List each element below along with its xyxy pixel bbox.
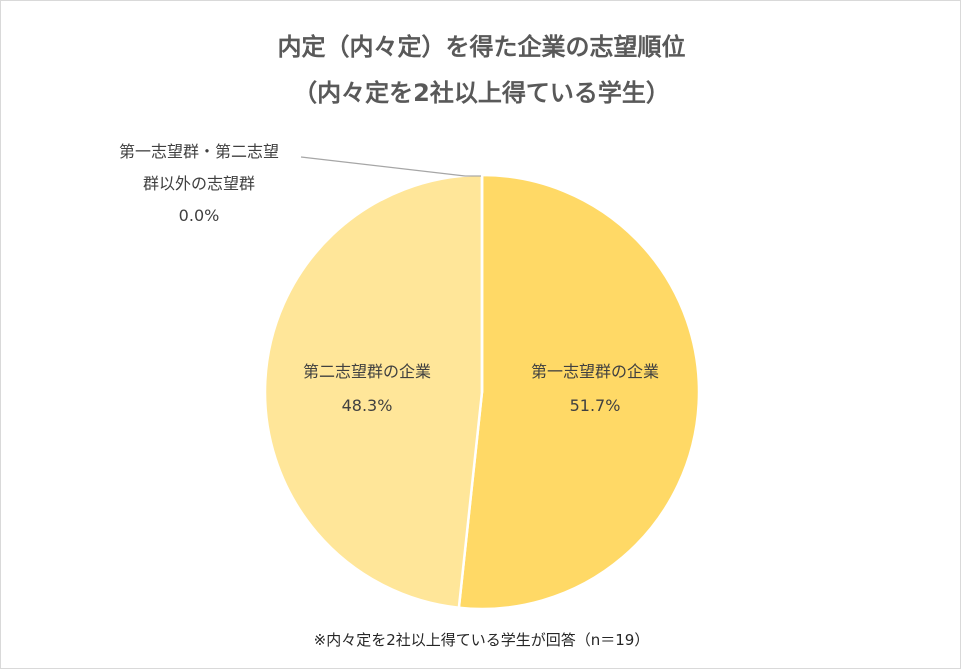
- slice-label-other-line1: 第一志望群・第二志望: [119, 142, 279, 161]
- slice-value-other: 0.0%: [179, 206, 220, 225]
- chart-title: 内定（内々定）を得た企業の志望順位: [277, 33, 686, 61]
- pie-slice-first: [457, 173, 701, 611]
- slice-label-other-line2: 群以外の志望群: [143, 174, 255, 193]
- pie-slice-second: [263, 173, 484, 610]
- slice-value-second: 48.3%: [342, 396, 393, 415]
- slice-label-first: 第一志望群の企業: [531, 362, 659, 381]
- slice-value-first: 51.7%: [570, 396, 621, 415]
- leader-line: [300, 156, 466, 177]
- footnote: ※内々定を2社以上得ている学生が回答（n＝19）: [313, 631, 650, 649]
- chart-subtitle: （内々定を2社以上得ている学生）: [293, 79, 670, 107]
- slice-label-second: 第二志望群の企業: [303, 362, 431, 381]
